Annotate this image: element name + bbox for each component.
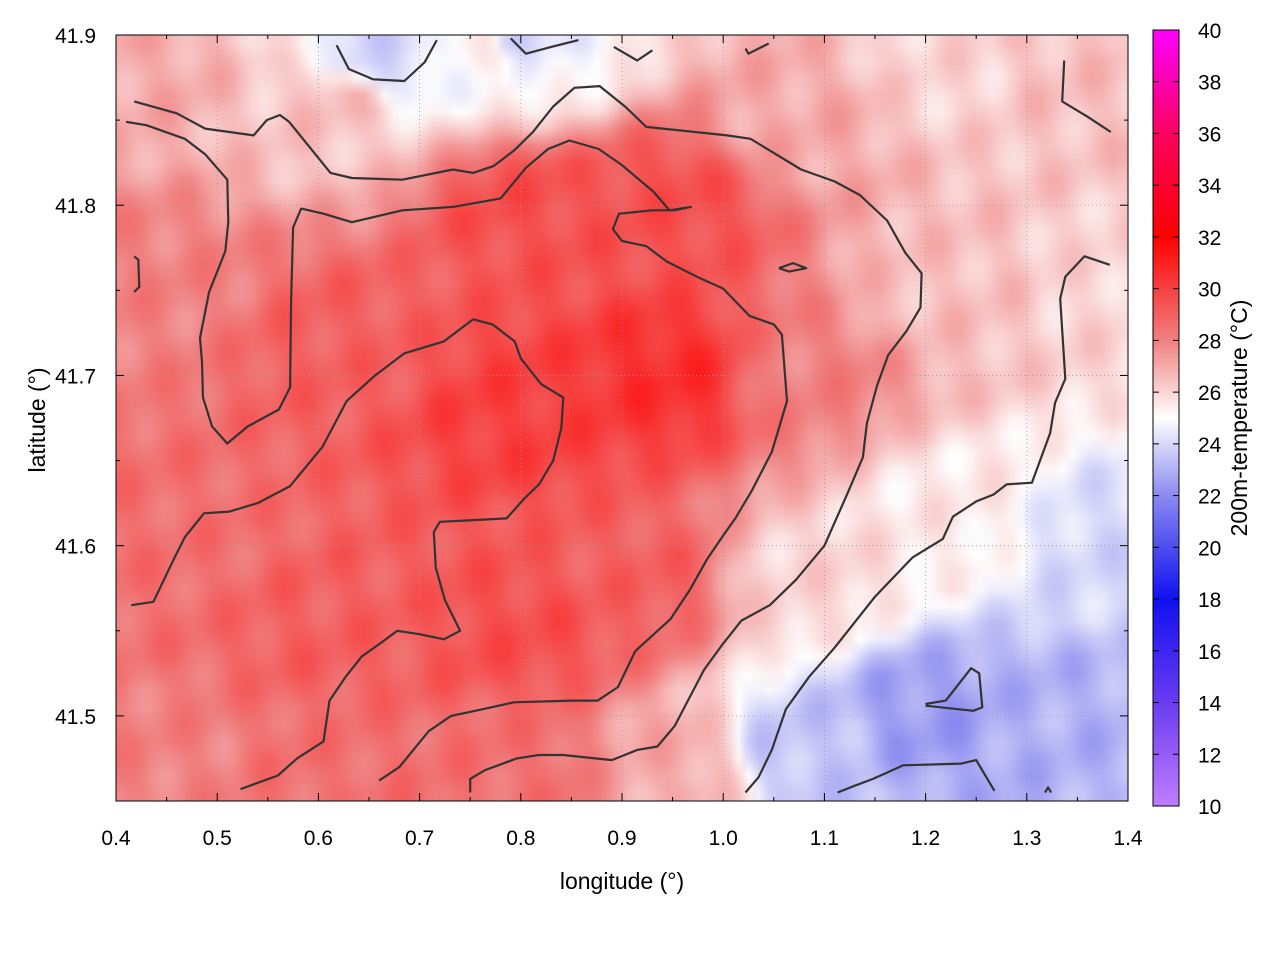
colorbar-tick-label: 34 [1198,175,1222,198]
x-axis-label: longitude (°) [560,868,684,894]
contour-cold-loop [925,667,984,712]
x-tick-label: 0.9 [607,827,636,850]
colorbar-tick-label: 22 [1198,486,1221,509]
contour-small-loop [778,262,808,273]
colorbar-tick-label: 38 [1198,72,1221,95]
colorbar-tick-label: 36 [1198,123,1221,146]
colorbar [1152,29,1180,807]
colorbar-tick-label: 14 [1198,693,1222,716]
x-axis-ticks: 0.4 0.5 0.6 0.7 0.8 0.9 1.0 1.1 1.2 1.3 1.4 [101,35,1143,850]
colorbar-tick-label: 32 [1198,227,1221,250]
y-tick-label: 41.6 [55,536,96,559]
colorbar-tick-label: 20 [1198,537,1221,560]
contour-top-fragment-c [744,42,770,55]
contour-upper-left-band [133,85,923,793]
contour-top-left-loop [335,39,438,83]
x-tick-label: 0.5 [203,827,232,850]
x-tick-label: 0.7 [405,827,434,850]
x-tick-label: 0.4 [101,827,131,850]
y-axis-ticks: 41.5 41.6 41.7 41.8 41.9 [55,25,1128,729]
colorbar-tick-label: 30 [1198,279,1221,302]
y-tick-label: 41.7 [55,365,96,388]
colorbar-tick-label: 26 [1198,382,1221,405]
contour-top-fragment-b [613,45,654,62]
y-tick-label: 41.5 [55,706,96,729]
colorbar-ticks: 10 12 14 16 18 20 22 24 26 28 30 32 34 36 38 40 [1153,20,1222,819]
colorbar-tick-label: 12 [1198,744,1221,767]
contour-top-right [1061,60,1112,133]
x-tick-label: 1.4 [1113,827,1143,850]
contour-inner-lobe [131,318,565,791]
y-tick-label: 41.9 [55,25,96,48]
colorbar-tick-label: 24 [1198,434,1222,457]
colorbar-label: 200m-temperature (°C) [1226,300,1252,537]
y-tick-label: 41.8 [55,195,96,218]
contour-cool-boundary [744,255,1111,794]
temperature-field-image [116,35,1128,801]
temperature-field [116,35,1128,801]
x-tick-label: 1.3 [1012,827,1041,850]
y-axis-label: latitude (°) [24,367,50,472]
contour-top-fragment-a [509,37,579,55]
contour-bottom-right [837,759,996,794]
colorbar-tick-label: 28 [1198,330,1221,353]
colorbar-tick-label: 16 [1198,641,1221,664]
x-tick-label: 1.2 [911,827,940,850]
x-tick-label: 0.6 [304,827,333,850]
colorbar-tick-label: 18 [1198,589,1221,612]
x-tick-label: 1.1 [810,827,839,850]
x-tick-label: 1.0 [709,827,738,850]
contour-bottom-tip [1044,786,1053,794]
contour-left-edge [133,255,141,293]
colorbar-tick-label: 10 [1198,796,1221,819]
colorbar-tick-label: 40 [1198,20,1221,43]
contour-warm-core [125,120,789,782]
contour-lines [125,37,1112,794]
x-tick-label: 0.8 [506,827,535,850]
